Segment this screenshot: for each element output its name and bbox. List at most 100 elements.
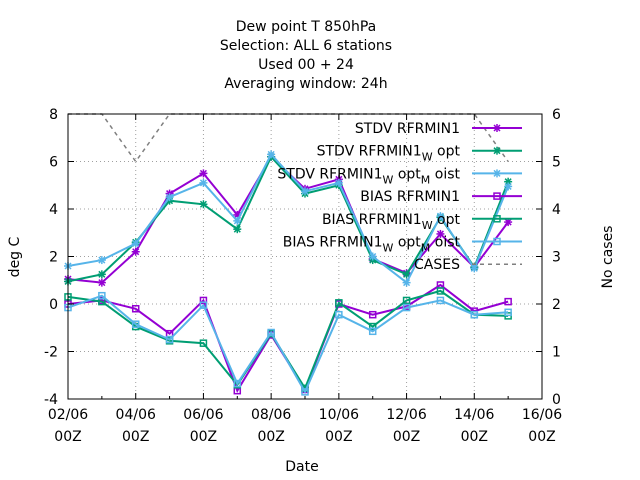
x-tick-label: 14/06 xyxy=(454,407,494,423)
marker-star xyxy=(301,187,309,195)
y-tick-label: -2 xyxy=(44,345,58,361)
marker-square xyxy=(267,328,275,337)
legend-label-part: W xyxy=(422,219,433,232)
y2-tick-label: 0 xyxy=(552,392,561,408)
series-bias-rfrmin1 xyxy=(64,281,512,395)
marker-star xyxy=(493,147,501,155)
legend-label-part: BIAS RFRMIN1 xyxy=(322,212,422,228)
marker-square xyxy=(335,299,343,307)
legend-label-part: STDV RFRMIN1 xyxy=(355,121,460,137)
chart-title-line: Averaging window: 24h xyxy=(224,76,387,92)
marker-square xyxy=(368,322,377,331)
marker-square xyxy=(335,310,343,319)
legend-label-part: W xyxy=(422,151,433,164)
y-tick-label: -4 xyxy=(44,392,58,408)
y2-tick-label: 1 xyxy=(552,345,561,361)
legend-label-part: STDV RFRMIN1 xyxy=(317,144,422,160)
y-tick-label: 6 xyxy=(49,155,58,171)
legend-label: STDV RFRMIN1W optM oist xyxy=(277,166,460,186)
marker-square xyxy=(436,287,445,295)
y-axis-label: deg C xyxy=(7,236,23,277)
chart-title-line: Used 00 + 24 xyxy=(258,57,354,73)
marker-star xyxy=(132,248,140,256)
legend-label-part: STDV RFRMIN1 xyxy=(277,166,382,182)
x-tick-label: 00Z xyxy=(393,429,420,445)
y2-tick-label: 2 xyxy=(552,297,561,313)
y2-tick-label: 5 xyxy=(552,155,561,171)
marker-star xyxy=(199,179,207,187)
y2-tick-label: 3 xyxy=(552,250,561,266)
marker-star xyxy=(436,212,444,220)
marker-star xyxy=(436,230,444,238)
chart-title-line: Selection: ALL 6 stations xyxy=(220,38,392,54)
legend-label-part: opt xyxy=(433,212,461,228)
x-tick-label: 00Z xyxy=(190,429,217,445)
legend-label-part: opt xyxy=(393,166,421,182)
x-tick-label: 08/06 xyxy=(251,407,291,423)
x-tick-label: 06/06 xyxy=(183,407,223,423)
marker-square xyxy=(131,320,140,328)
y-tick-label: 8 xyxy=(49,107,58,123)
x-tick-label: 12/06 xyxy=(386,407,426,423)
x-tick-label: 00Z xyxy=(325,429,352,445)
x-tick-label: 02/06 xyxy=(48,407,88,423)
legend-label: BIAS RFRMIN1W opt xyxy=(322,212,461,232)
chart-title-line: Dew point T 850hPa xyxy=(236,19,376,35)
marker-star xyxy=(493,124,501,132)
marker-star xyxy=(267,150,275,158)
marker-square xyxy=(368,327,377,336)
marker-star xyxy=(504,182,512,190)
x-tick-label: 00Z xyxy=(54,429,81,445)
y-tick-label: 2 xyxy=(49,250,58,266)
marker-square xyxy=(199,296,208,305)
marker-square xyxy=(493,237,501,246)
legend-label-part: opt xyxy=(433,144,461,160)
x-tick-label: 00Z xyxy=(122,429,149,445)
axes: -4 -2 0 2 4 6 8 0 1 2 3 4 5 6 02/06 00Z 04/06 00Z 06/06 00Z… xyxy=(44,107,562,445)
marker-star xyxy=(98,256,106,264)
marker-star xyxy=(98,270,106,278)
marker-star xyxy=(199,200,207,208)
marker-square xyxy=(98,291,106,300)
marker-square xyxy=(199,301,208,309)
x-tick-label: 00Z xyxy=(257,429,284,445)
y2-tick-label: 4 xyxy=(552,202,561,218)
legend-label-part: oist xyxy=(430,235,460,251)
marker-star xyxy=(403,279,411,287)
y-tick-label: 0 xyxy=(49,297,58,313)
marker-square xyxy=(504,297,512,306)
marker-square xyxy=(165,335,174,344)
legend-label: BIAS RFRMIN1 xyxy=(360,189,460,205)
x-tick-label: 00Z xyxy=(461,429,488,445)
marker-square xyxy=(402,303,411,312)
marker-star xyxy=(98,279,106,287)
x-axis-label: Date xyxy=(285,459,318,475)
marker-star xyxy=(504,218,512,226)
marker-square xyxy=(402,296,411,305)
x-tick-label: 10/06 xyxy=(319,407,359,423)
marker-star xyxy=(233,217,241,225)
series-line xyxy=(67,294,509,395)
marker-square xyxy=(301,388,309,396)
legend-label-part: W xyxy=(383,242,394,255)
marker-star xyxy=(132,239,140,247)
marker-star xyxy=(470,264,478,272)
legend-label-part: M xyxy=(421,173,431,186)
series-bias-rfrmin1-w-opt-m-oist xyxy=(64,291,512,396)
y2-tick-label: 6 xyxy=(552,107,561,123)
legend-label-part: CASES xyxy=(414,257,460,273)
legend-label: CASES xyxy=(414,257,460,273)
marker-star xyxy=(166,193,174,201)
x-tick-label: 00Z xyxy=(528,429,555,445)
marker-square xyxy=(131,305,140,313)
y-tick-label: 4 xyxy=(49,202,58,218)
marker-star xyxy=(199,169,207,177)
legend-label: STDV RFRMIN1 xyxy=(355,121,460,137)
y2-axis-label: No cases xyxy=(600,226,616,289)
marker-square xyxy=(470,310,479,319)
marker-square xyxy=(199,339,208,347)
marker-square xyxy=(493,215,501,223)
marker-star xyxy=(493,169,501,177)
